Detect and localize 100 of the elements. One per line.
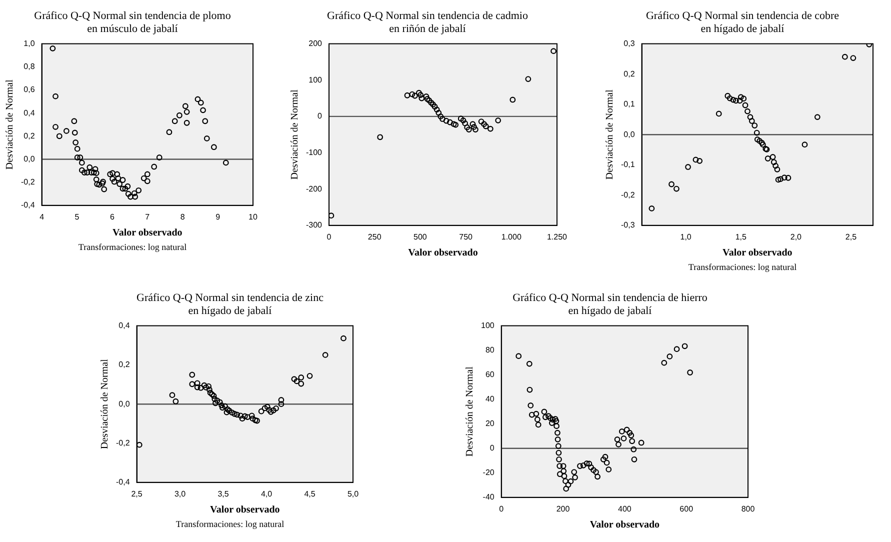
point [775,176,782,183]
point [440,116,446,122]
point [234,412,240,418]
point [748,118,755,124]
point [250,416,256,422]
point [210,144,217,150]
chart-title: Gráfico Q-Q Normal sin tendencia de cobre en hígado de jabalí [645,10,840,36]
x-tick-label: 250 [368,232,382,242]
y-axis-title: Desviación de Normal [4,79,16,170]
point [222,403,228,410]
point [244,414,250,420]
point [482,123,489,130]
point [450,121,457,128]
point [218,402,224,408]
point [172,118,178,124]
point [144,171,150,178]
point [56,133,62,140]
x-tick-label: 600 [680,504,694,514]
point [495,117,502,124]
point [770,154,776,160]
point [140,175,147,182]
point [273,405,279,412]
x-tick-label: 5,0 [347,489,360,498]
point [404,92,410,98]
point [814,114,820,120]
point [510,96,516,103]
point [322,352,328,358]
point [72,130,78,136]
point [478,118,484,124]
y-tick-label: -20 [482,468,495,478]
point [198,384,204,391]
point [52,93,58,100]
chart-title: Gráfico Q-Q Normal sin tendencia de zinc en hígado de jabalí [136,292,324,318]
point [212,396,218,402]
point [470,121,476,128]
y-tick-label: 0,4 [118,321,130,330]
point [209,391,215,398]
point [128,194,134,200]
point [329,212,334,219]
point [306,372,313,379]
chart-title: Gráfico Q-Q Normal sin tendencia de hierro en hígado de jabalí [512,292,708,318]
point [764,156,771,162]
x-tick-label: 1,0 [680,232,692,242]
point [730,96,736,103]
point [278,401,284,408]
y-tick-label: 0,1 [624,100,636,109]
point [850,55,856,61]
point [212,400,218,406]
y-tick-label: -0,4 [116,478,130,487]
y-tick-label: 20 [485,419,495,428]
x-tick-label: 9 [216,212,221,222]
point [452,122,459,128]
point [726,95,733,102]
x-tick-label: 7 [145,212,150,222]
x-tick-label: 2,5 [131,489,143,498]
point [525,76,532,82]
y-tick-label: 0,6 [24,85,36,94]
point [203,384,209,390]
point [258,408,264,414]
point [481,121,487,128]
y-tick-label: 0,0 [24,154,36,164]
point [418,92,424,98]
text: Transformaciones: log natural [77,242,188,252]
point [100,178,106,185]
y-tick-label: -300 [306,220,323,230]
point [802,142,808,148]
x-tick-label: 4 [40,212,45,222]
point [78,167,85,174]
point [423,94,430,100]
point [184,108,190,115]
point [770,159,777,166]
point [438,113,444,120]
y-tick-label: 1,0 [24,39,36,48]
point [778,176,784,182]
point [96,182,102,188]
x-tick-label: 5 [74,212,80,222]
point [232,410,238,417]
point [238,412,244,419]
point [202,118,208,124]
point [648,206,655,212]
point [224,409,230,416]
point [50,45,56,52]
x-tick-label: 0 [326,232,332,242]
y-tick-label: 0,2 [24,131,36,140]
point [144,178,150,184]
point [756,138,763,144]
point [122,186,128,192]
y-tick-label: 0,3 [624,39,636,48]
y-axis-title: Desviación de Normal [100,358,111,450]
y-axis-title: Desviación de Normal [604,89,616,180]
point [93,170,100,176]
point [294,378,300,384]
point [434,106,440,112]
y-tick-label: 40 [485,394,495,404]
point [742,102,748,108]
y-tick-label: 80 [485,346,495,355]
point [716,110,722,117]
y-tick-label: -0,1 [620,160,636,170]
x-tick-label: 1.250 [546,232,568,242]
point [785,174,792,181]
